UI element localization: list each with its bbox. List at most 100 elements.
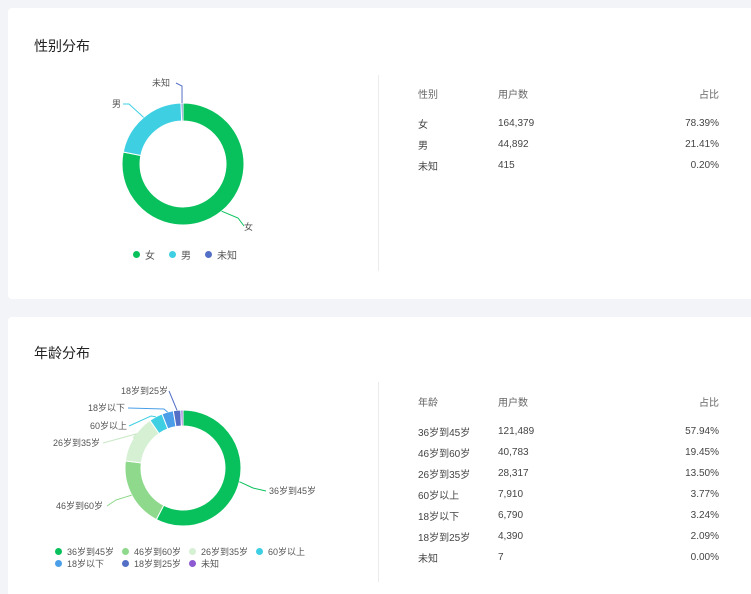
- cell-age: 46岁到60岁: [418, 449, 471, 460]
- cell-ratio: 2.09%: [690, 531, 719, 542]
- table-row: 男 44,892 21.41%: [418, 134, 719, 155]
- cell-users: 6,790: [498, 510, 524, 521]
- legend-item[interactable]: 60岁以上: [256, 545, 323, 557]
- donut-slice[interactable]: [180, 409, 184, 427]
- legend-dot-icon: [133, 250, 140, 258]
- column-header-age: 年龄: [418, 398, 438, 409]
- age-chart-legend[interactable]: 36岁到45岁 46岁到60岁 26岁到35岁 60岁以上 18岁以下 18岁到25岁 未知: [55, 545, 325, 569]
- cell-users: 121,489: [498, 426, 535, 437]
- legend-label: 60岁以上: [268, 546, 306, 557]
- age-donut-chart[interactable]: 36岁到45岁 46岁到60岁 26岁到35岁 60岁以上 18岁以下 18岁到25岁: [8, 317, 378, 594]
- gender-chart-legend[interactable]: 女 男 未知: [133, 248, 251, 262]
- column-header-gender: 性别: [418, 90, 438, 101]
- legend-item[interactable]: 18岁到25岁: [122, 557, 189, 569]
- cell-age: 36岁到45岁: [418, 428, 471, 439]
- cell-ratio: 3.77%: [690, 489, 719, 500]
- label-leader-line: [106, 494, 132, 507]
- age-section-title: 年龄分布: [34, 345, 90, 361]
- section-divider: [378, 75, 379, 271]
- label-leader-line: [239, 481, 267, 492]
- label-leader-line: [102, 433, 138, 444]
- cell-age: 26岁到35岁: [418, 470, 471, 481]
- cell-ratio: 0.20%: [690, 160, 719, 171]
- donut-slice[interactable]: [180, 102, 184, 122]
- table-header-row: 年龄 用户数 占比: [418, 394, 719, 421]
- cell-ratio: 3.24%: [690, 510, 719, 521]
- cell-users: 7: [498, 552, 504, 563]
- legend-item[interactable]: 36岁到45岁: [55, 545, 122, 557]
- label-leader-line: [127, 407, 168, 413]
- label-leader-line: [168, 390, 178, 411]
- slice-label: 36岁到45岁: [269, 485, 316, 496]
- legend-dot-icon: [189, 547, 196, 555]
- legend-item[interactable]: 46岁到60岁: [122, 545, 189, 557]
- donut-slice[interactable]: [155, 409, 242, 527]
- legend-label: 18岁到25岁: [134, 558, 182, 569]
- cell-users: 4,390: [498, 531, 524, 542]
- cell-age: 60岁以上: [418, 491, 460, 502]
- table-row: 46岁到60岁 40,783 19.45%: [418, 442, 719, 463]
- legend-label: 36岁到45岁: [67, 546, 115, 557]
- legend-label: 男: [181, 250, 191, 262]
- donut-slice[interactable]: [121, 102, 245, 226]
- legend-label: 未知: [201, 558, 220, 569]
- column-header-users: 用户数: [498, 90, 528, 101]
- slice-label: 46岁到60岁: [56, 500, 103, 511]
- legend-item[interactable]: 未知: [205, 248, 237, 262]
- cell-age: 18岁以下: [418, 512, 460, 523]
- table-row: 18岁以下 6,790 3.24%: [418, 505, 719, 526]
- column-header-ratio: 占比: [699, 90, 719, 101]
- cell-ratio: 78.39%: [685, 118, 719, 129]
- legend-dot-icon: [256, 547, 263, 555]
- legend-item[interactable]: 女: [133, 248, 155, 262]
- table-header-row: 性别 用户数 占比: [418, 86, 719, 113]
- cell-gender: 男: [418, 141, 428, 152]
- label-leader-line: [175, 82, 183, 104]
- legend-dot-icon: [122, 559, 129, 567]
- cell-users: 44,892: [498, 139, 529, 150]
- label-leader-line: [128, 415, 156, 427]
- label-leader-line: [221, 210, 245, 227]
- legend-dot-icon: [55, 559, 62, 567]
- cell-users: 415: [498, 160, 515, 171]
- gender-section-title: 性别分布: [34, 38, 90, 54]
- legend-item[interactable]: 男: [169, 248, 191, 262]
- column-header-users: 用户数: [498, 398, 528, 409]
- cell-ratio: 19.45%: [685, 447, 719, 458]
- slice-label: 男: [112, 99, 121, 109]
- cell-ratio: 21.41%: [685, 139, 719, 150]
- legend-dot-icon: [55, 547, 62, 555]
- cell-ratio: 13.50%: [685, 468, 719, 479]
- legend-item[interactable]: 未知: [189, 557, 256, 569]
- gender-data-table: 性别 用户数 占比 女 164,379 78.39% 男 44,892 21.4…: [418, 86, 719, 176]
- legend-label: 18岁以下: [67, 558, 105, 569]
- cell-users: 40,783: [498, 447, 529, 458]
- slice-label: 60岁以上: [90, 420, 127, 431]
- cell-age: 18岁到25岁: [418, 533, 471, 544]
- legend-label: 26岁到35岁: [201, 546, 249, 557]
- cell-users: 7,910: [498, 489, 524, 500]
- slice-label: 18岁到25岁: [121, 385, 168, 396]
- section-divider: [378, 382, 379, 582]
- legend-dot-icon: [122, 547, 129, 555]
- table-row: 未知 7 0.00%: [418, 547, 719, 568]
- table-row: 未知 415 0.20%: [418, 155, 719, 176]
- legend-dot-icon: [205, 250, 212, 258]
- legend-label: 46岁到60岁: [134, 546, 182, 557]
- legend-dot-icon: [189, 559, 196, 567]
- cell-users: 164,379: [498, 118, 535, 129]
- slice-label: 未知: [152, 77, 170, 88]
- table-row: 18岁到25岁 4,390 2.09%: [418, 526, 719, 547]
- donut-slice[interactable]: [122, 102, 183, 157]
- cell-ratio: 57.94%: [685, 426, 719, 437]
- legend-item[interactable]: 26岁到35岁: [189, 545, 256, 557]
- table-row: 女 164,379 78.39%: [418, 113, 719, 134]
- legend-item[interactable]: 18岁以下: [55, 557, 122, 569]
- donut-slice[interactable]: [124, 460, 165, 521]
- cell-users: 28,317: [498, 468, 529, 479]
- column-header-ratio: 占比: [699, 398, 719, 409]
- table-row: 26岁到35岁 28,317 13.50%: [418, 463, 719, 484]
- legend-label: 未知: [217, 250, 237, 262]
- label-leader-line: [123, 103, 144, 118]
